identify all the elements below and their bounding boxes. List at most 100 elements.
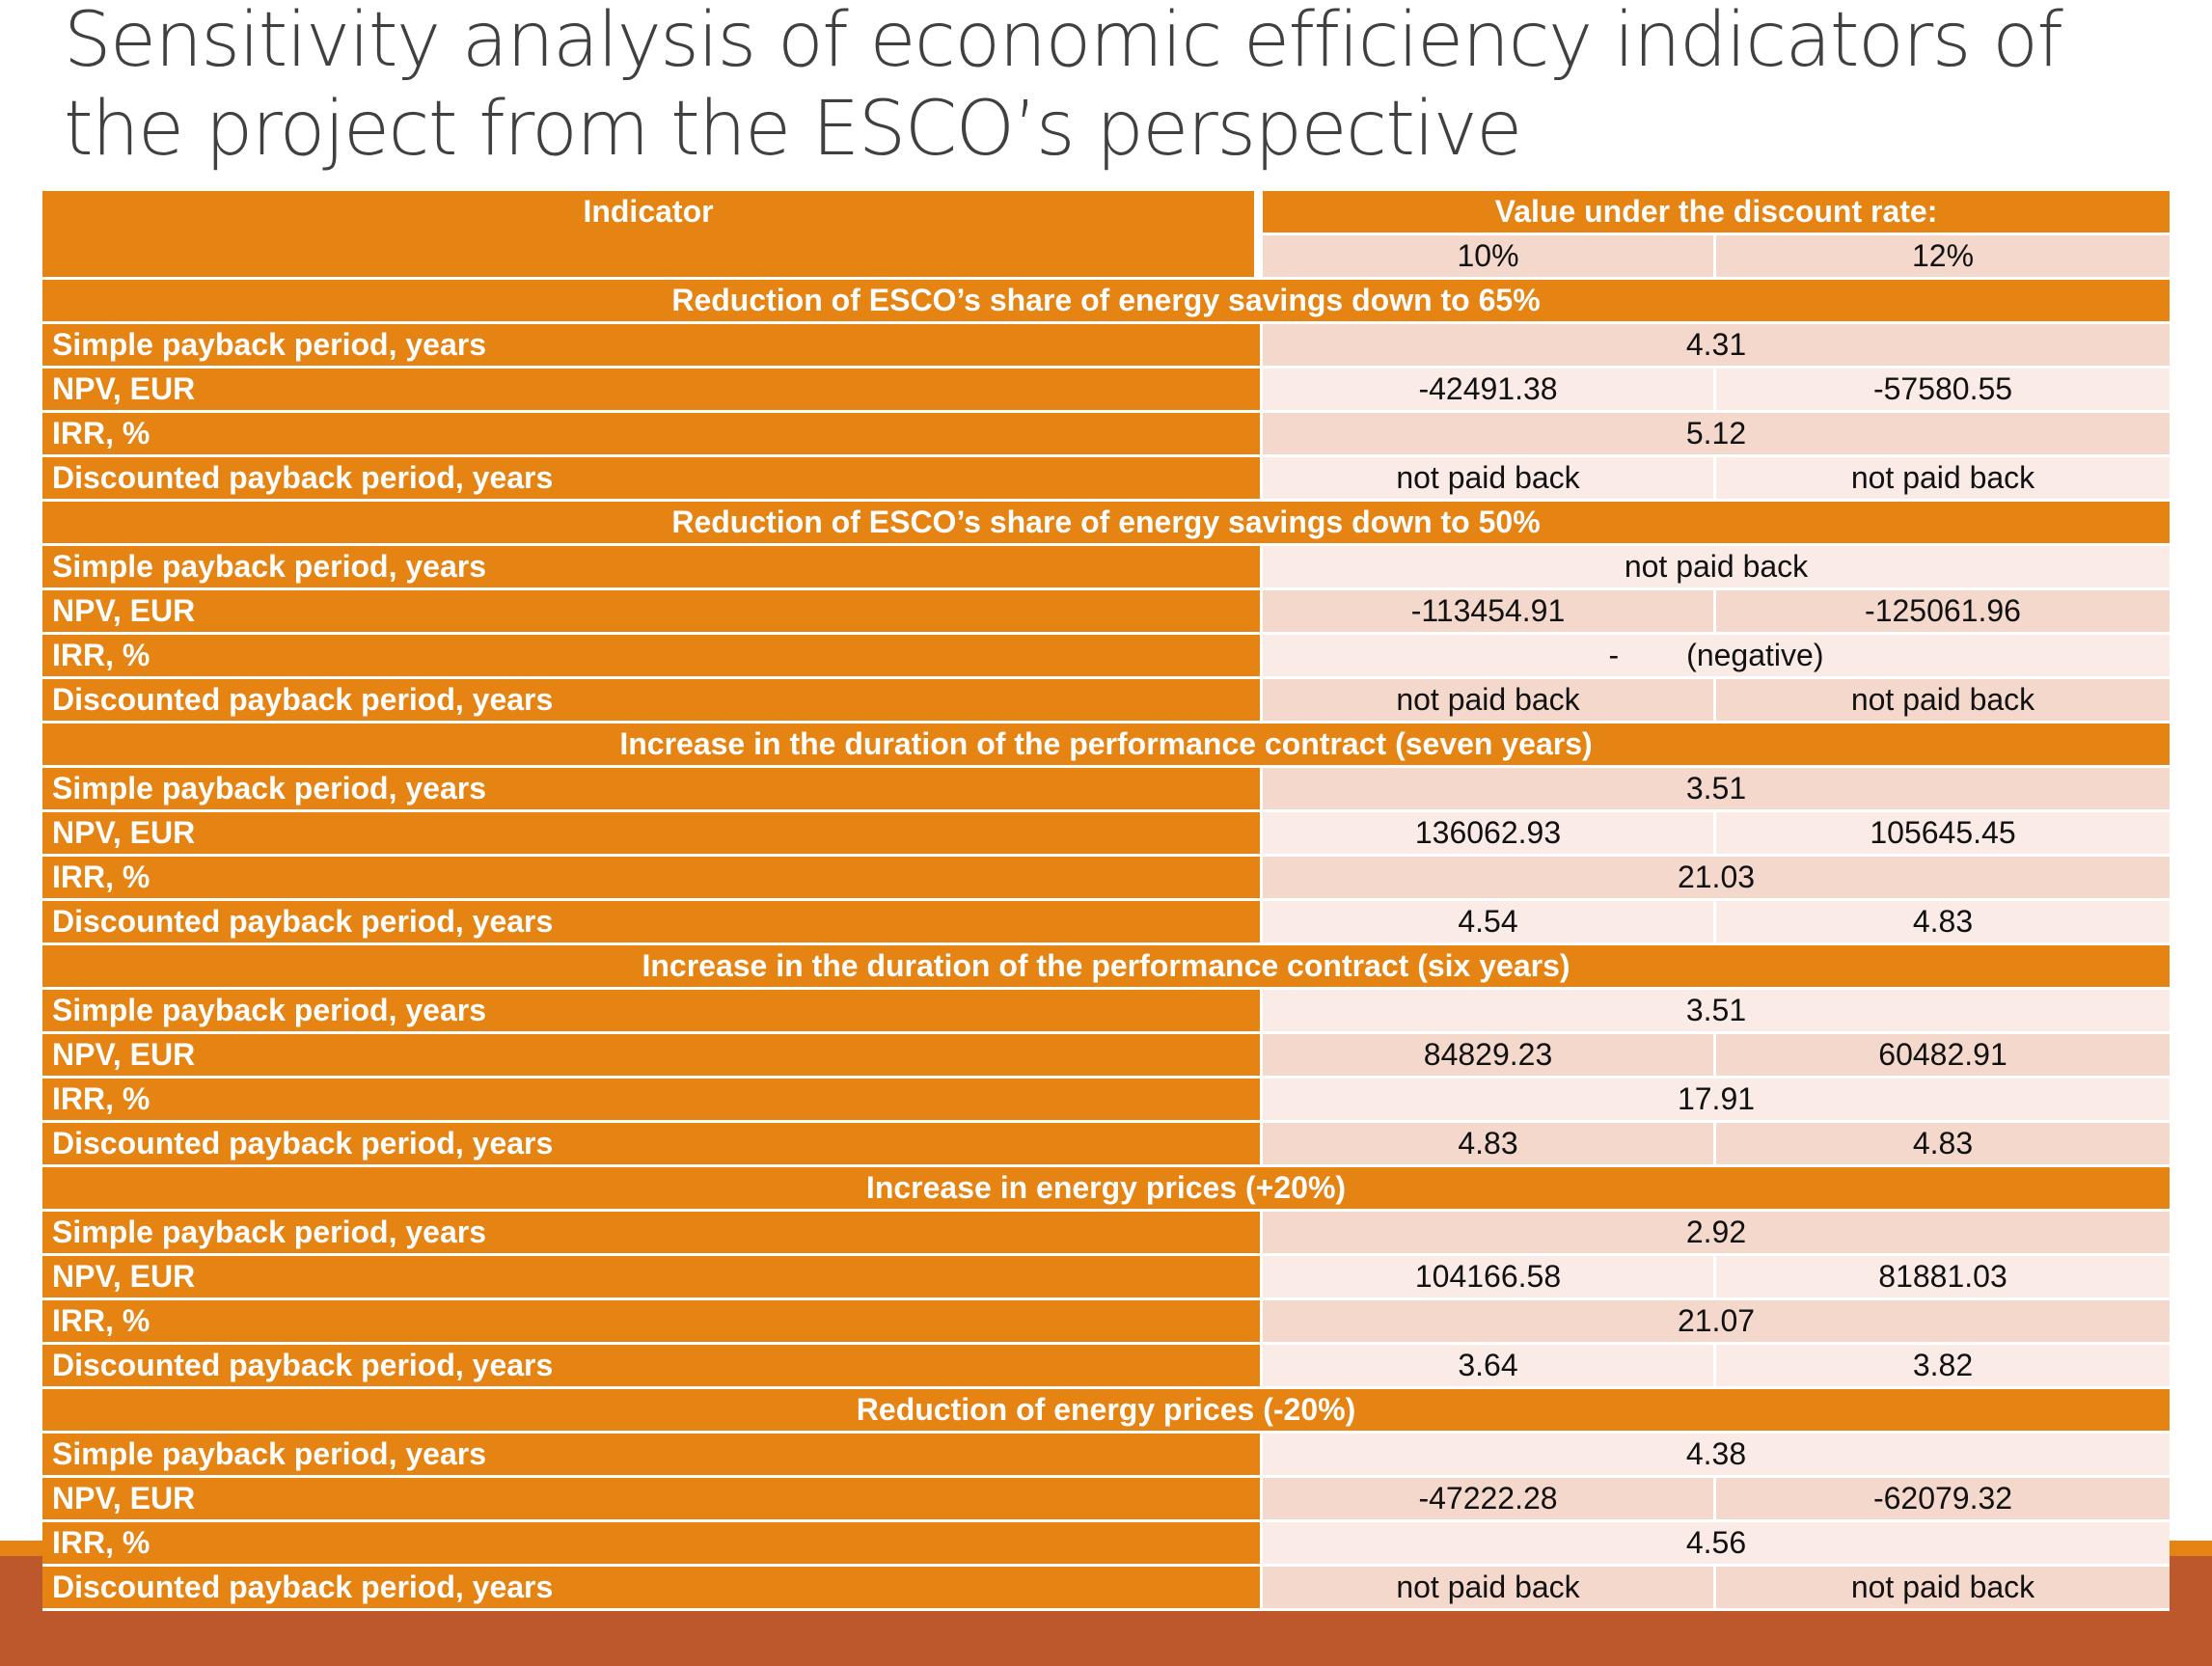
dpp-12-value: 3.82 xyxy=(1716,1345,2170,1389)
row-label-dpp: Discounted payback period, years xyxy=(42,1123,1263,1167)
rate-header-12: 12% xyxy=(1716,235,2170,280)
spp-value: 2.92 xyxy=(1263,1212,2170,1256)
table-row: IRR, % 21.03 xyxy=(42,857,2170,901)
npv-12-value: 105645.45 xyxy=(1716,812,2170,857)
npv-12-value: -62079.32 xyxy=(1716,1478,2170,1522)
row-label-dpp: Discounted payback period, years xyxy=(42,457,1263,502)
npv-12-value: -125061.96 xyxy=(1716,590,2170,635)
row-label-npv: NPV, EUR xyxy=(42,1034,1263,1079)
section-title: Reduction of energy prices (-20%) xyxy=(42,1389,2170,1434)
slide-title: Sensitivity analysis of economic efficie… xyxy=(64,0,2063,173)
row-label-irr: IRR, % xyxy=(42,1300,1263,1345)
dpp-12-value: 4.83 xyxy=(1716,901,2170,945)
irr-negative-value: - (negative) xyxy=(1609,635,1824,676)
row-label-dpp: Discounted payback period, years xyxy=(42,679,1263,724)
section-row: Reduction of ESCO’s share of energy savi… xyxy=(42,280,2170,324)
irr-value: 17.91 xyxy=(1263,1079,2170,1123)
section-title: Increase in the duration of the performa… xyxy=(42,945,2170,990)
dpp-12-value: not paid back xyxy=(1716,1567,2170,1611)
table-row: Discounted payback period, years not paid… xyxy=(42,457,2170,502)
table-row: Simple payback period, years 2.92 xyxy=(42,1212,2170,1256)
dpp-10-value: 4.83 xyxy=(1263,1123,1716,1167)
row-label-dpp: Discounted payback period, years xyxy=(42,1345,1263,1389)
table-row: IRR, % 21.07 xyxy=(42,1300,2170,1345)
irr-value: 4.56 xyxy=(1263,1522,2170,1567)
row-label-irr: IRR, % xyxy=(42,857,1263,901)
table-body: Reduction of ESCO’s share of energy savi… xyxy=(42,280,2170,1611)
npv-10-value: 104166.58 xyxy=(1263,1256,1716,1300)
npv-10-value: -42491.38 xyxy=(1263,369,1716,413)
table-row: NPV, EUR 104166.58 81881.03 xyxy=(42,1256,2170,1300)
table-row: Discounted payback period, years 4.83 4.83 xyxy=(42,1123,2170,1167)
npv-10-value: -47222.28 xyxy=(1263,1478,1716,1522)
table-row: Simple payback period, years 3.51 xyxy=(42,990,2170,1034)
table-row: IRR, % 4.56 xyxy=(42,1522,2170,1567)
dpp-10-value: 4.54 xyxy=(1263,901,1716,945)
row-label-npv: NPV, EUR xyxy=(42,590,1263,635)
dpp-10-value: not paid back xyxy=(1263,457,1716,502)
row-label-npv: NPV, EUR xyxy=(42,812,1263,857)
section-row: Reduction of ESCO’s share of energy savi… xyxy=(42,502,2170,546)
table-header: Indicator Value under the discount rate:… xyxy=(42,191,2170,280)
table-row: NPV, EUR -47222.28 -62079.32 xyxy=(42,1478,2170,1522)
npv-10-value: -113454.91 xyxy=(1263,590,1716,635)
spp-value: 4.38 xyxy=(1263,1434,2170,1478)
row-label-spp: Simple payback period, years xyxy=(42,324,1263,369)
npv-12-value: 60482.91 xyxy=(1716,1034,2170,1079)
dpp-12-value: 4.83 xyxy=(1716,1123,2170,1167)
sensitivity-table: Indicator Value under the discount rate:… xyxy=(42,191,2170,1611)
dpp-12-value: not paid back xyxy=(1716,679,2170,724)
irr-negative-note: (negative) xyxy=(1686,638,1824,672)
section-title: Reduction of ESCO’s share of energy savi… xyxy=(42,280,2170,324)
row-label-irr: IRR, % xyxy=(42,1079,1263,1123)
row-label-irr: IRR, % xyxy=(42,635,1263,679)
row-label-npv: NPV, EUR xyxy=(42,1478,1263,1522)
dpp-10-value: 3.64 xyxy=(1263,1345,1716,1389)
section-row: Increase in energy prices (+20%) xyxy=(42,1167,2170,1212)
row-label-dpp: Discounted payback period, years xyxy=(42,901,1263,945)
indicator-column-header: Indicator xyxy=(42,191,1263,280)
irr-value: 21.07 xyxy=(1263,1300,2170,1345)
irr-value: 5.12 xyxy=(1263,413,2170,457)
row-label-spp: Simple payback period, years xyxy=(42,768,1263,812)
section-row: Increase in the duration of the performa… xyxy=(42,945,2170,990)
section-title: Reduction of ESCO’s share of energy savi… xyxy=(42,502,2170,546)
row-label-spp: Simple payback period, years xyxy=(42,990,1263,1034)
dpp-10-value: not paid back xyxy=(1263,1567,1716,1611)
row-label-irr: IRR, % xyxy=(42,413,1263,457)
npv-10-value: 136062.93 xyxy=(1263,812,1716,857)
irr-value: - (negative) xyxy=(1263,635,2170,679)
table-row: IRR, % 17.91 xyxy=(42,1079,2170,1123)
row-label-dpp: Discounted payback period, years xyxy=(42,1567,1263,1611)
table-row: NPV, EUR 136062.93 105645.45 xyxy=(42,812,2170,857)
irr-dash: - xyxy=(1608,638,1620,672)
table-row: Discounted payback period, years not paid… xyxy=(42,679,2170,724)
discount-rate-group-header: Value under the discount rate: xyxy=(1263,191,2170,235)
dpp-12-value: not paid back xyxy=(1716,457,2170,502)
table-row: Discounted payback period, years not paid… xyxy=(42,1567,2170,1611)
table-row: IRR, % - (negative) xyxy=(42,635,2170,679)
irr-value: 21.03 xyxy=(1263,857,2170,901)
table-row: Simple payback period, years not paid bac… xyxy=(42,546,2170,590)
dpp-10-value: not paid back xyxy=(1263,679,1716,724)
section-row: Increase in the duration of the performa… xyxy=(42,724,2170,768)
npv-12-value: -57580.55 xyxy=(1716,369,2170,413)
table-row: NPV, EUR 84829.23 60482.91 xyxy=(42,1034,2170,1079)
header-row: Indicator Value under the discount rate: xyxy=(42,191,2170,280)
npv-10-value: 84829.23 xyxy=(1263,1034,1716,1079)
table-row: Simple payback period, years 4.31 xyxy=(42,324,2170,369)
table-row: Simple payback period, years 3.51 xyxy=(42,768,2170,812)
row-label-irr: IRR, % xyxy=(42,1522,1263,1567)
row-label-npv: NPV, EUR xyxy=(42,1256,1263,1300)
row-label-spp: Simple payback period, years xyxy=(42,546,1263,590)
row-label-spp: Simple payback period, years xyxy=(42,1434,1263,1478)
section-title: Increase in energy prices (+20%) xyxy=(42,1167,2170,1212)
table-row: Discounted payback period, years 3.64 3.82 xyxy=(42,1345,2170,1389)
spp-value: 4.31 xyxy=(1263,324,2170,369)
npv-12-value: 81881.03 xyxy=(1716,1256,2170,1300)
section-title: Increase in the duration of the performa… xyxy=(42,724,2170,768)
table-row: NPV, EUR -42491.38 -57580.55 xyxy=(42,369,2170,413)
table-row: Simple payback period, years 4.38 xyxy=(42,1434,2170,1478)
spp-value: not paid back xyxy=(1263,546,2170,590)
row-label-spp: Simple payback period, years xyxy=(42,1212,1263,1256)
